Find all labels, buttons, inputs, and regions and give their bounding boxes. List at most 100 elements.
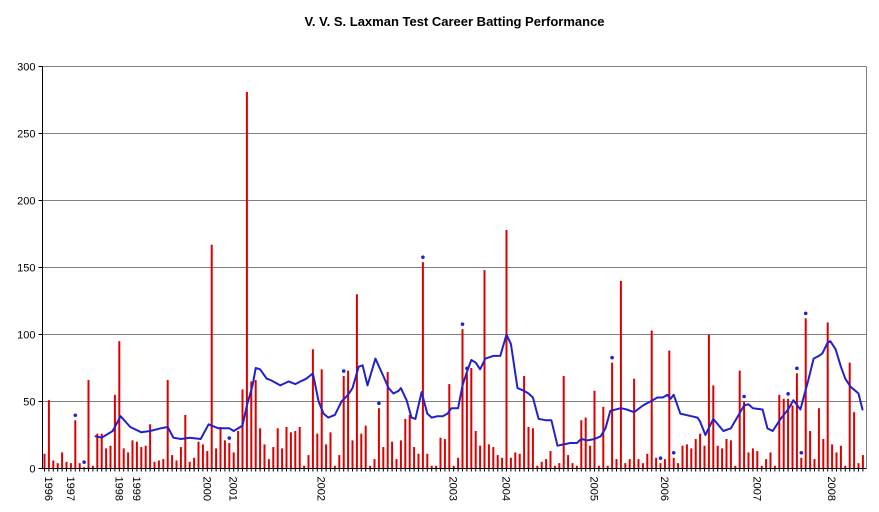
bar [743,401,746,469]
bar [47,400,50,469]
bar [105,448,108,469]
x-axis-year-label: 1998 [112,477,124,501]
bar [206,451,209,469]
bar [254,380,257,469]
not-out-dot [82,460,86,464]
bar [813,459,816,469]
bar [782,398,785,469]
bar [839,445,842,469]
bar [386,372,389,469]
bar [417,453,420,469]
bar [171,455,174,469]
bar [153,461,156,469]
not-out-dot [73,413,78,418]
bar [201,444,204,469]
bar [553,465,556,469]
bar [52,460,55,469]
bar [215,448,218,469]
bar [769,452,772,469]
bar [787,398,790,469]
bar [298,426,301,469]
bar [795,373,798,469]
bar [320,369,323,469]
bar [377,408,380,469]
bar [501,457,504,469]
bar [184,414,187,469]
bar [272,447,275,469]
bar [844,465,847,469]
bar [545,459,548,469]
bar [734,465,737,469]
bar [289,432,292,469]
bar [113,394,116,469]
x-axis-year-label: 2008 [825,477,837,501]
average-line [94,333,864,447]
bar [347,370,350,469]
x-axis-year-label: 2006 [658,477,670,501]
bar [166,380,169,469]
bar [853,412,856,469]
bar [518,453,521,469]
bar [109,445,112,469]
bar [562,376,565,469]
bar [575,465,578,469]
bar [677,463,680,469]
bar [778,394,781,469]
bar [197,441,200,469]
bar [193,457,196,469]
bar [43,453,46,469]
x-axis-year-label: 1999 [130,477,142,501]
bar [56,463,59,469]
bar [149,424,152,469]
bar [668,350,671,469]
bar [756,451,759,469]
bar [800,457,803,469]
bar [514,452,517,469]
bar [523,376,526,469]
bar [694,439,697,469]
bar [179,447,182,469]
x-axis-year-label: 1996 [42,477,54,501]
bar [140,447,143,469]
bar [690,448,693,469]
bar [391,441,394,469]
bar [316,433,319,469]
not-out-dot [786,392,790,396]
bar [474,430,477,469]
bar [399,440,402,469]
bar [223,440,226,469]
bar [826,322,829,469]
bar [558,463,561,469]
bar [413,447,416,469]
bar [509,457,512,469]
bar [663,459,666,469]
bar [848,362,851,469]
bar [127,452,130,469]
bar [364,425,367,469]
bar [602,406,605,469]
bar [395,459,398,469]
bar [721,448,724,469]
bar [699,433,702,469]
bar [589,445,592,469]
bar [232,452,235,469]
bar [439,437,442,469]
bar [641,463,644,469]
bar [241,389,244,469]
y-axis-label: 100 [17,330,35,342]
bar [487,444,490,469]
not-out-dot [795,366,799,371]
bar [237,430,240,469]
bar [571,463,574,469]
bar [228,443,231,469]
bar [531,428,534,469]
bar [83,467,86,469]
bar [448,384,451,469]
x-axis-year-label: 2003 [447,477,459,501]
bar [760,465,763,469]
bar [96,433,99,469]
bar [716,445,719,469]
bar [597,465,600,469]
bar [461,329,464,469]
